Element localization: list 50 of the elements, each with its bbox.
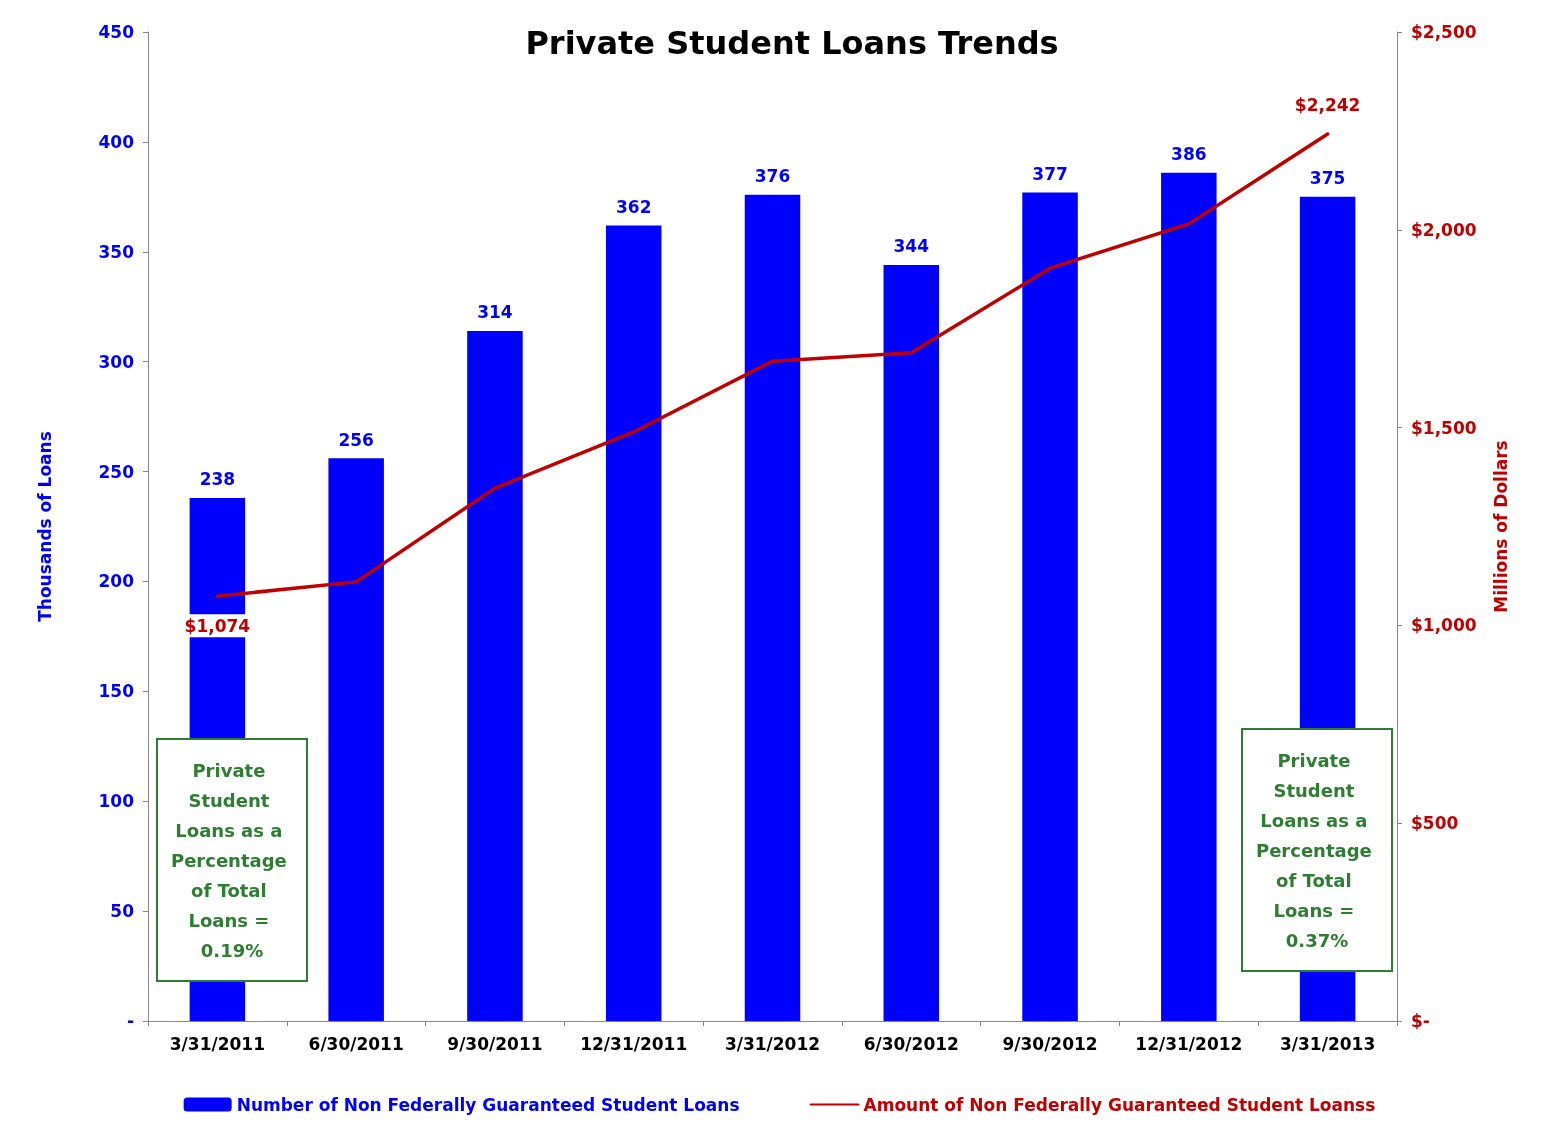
x-tick-label: 9/30/2011 [447, 1033, 543, 1054]
y-tick-label: 250 [98, 461, 135, 482]
y2-tick-label: $2,000 [1411, 219, 1477, 240]
annotation: Private Student Loans as a Percentage of Total Loans = 0.37% [1255, 749, 1379, 951]
y-tick-label: 450 [98, 22, 135, 42]
data-label: 238 [199, 469, 236, 490]
bar [744, 194, 801, 1021]
bar [467, 330, 523, 1021]
x-tick-label: 6/30/2012 [863, 1033, 959, 1054]
y-tick-label: 150 [98, 681, 135, 702]
data-label: 375 [1309, 168, 1346, 189]
y-axis-title: Thousands of Loans [34, 431, 55, 622]
legend-label: Number of Non Federally Guaranteed Student Loans [236, 1094, 740, 1115]
data-label: 376 [754, 166, 791, 187]
data-label: 362 [615, 196, 652, 217]
y-tick-label: - [126, 1011, 134, 1031]
legend-label: Amount of Non Federally Guaranteed Student Loanss [863, 1094, 1376, 1115]
y-tick-label: 400 [98, 131, 135, 152]
bar [328, 458, 384, 1021]
x-tick-label: 3/31/2012 [724, 1033, 821, 1054]
x-tick-label: 3/31/2013 [1280, 1033, 1376, 1054]
y2-tick-label: $- [1411, 1011, 1430, 1031]
bar [1161, 172, 1217, 1021]
data-label: 256 [338, 429, 374, 450]
data-label: 377 [1032, 163, 1068, 184]
data-label: 386 [1171, 144, 1207, 165]
y-tick-label: 350 [98, 241, 135, 262]
bar [1022, 192, 1078, 1021]
y2-tick-label: $1,000 [1411, 615, 1477, 636]
y2-tick-label: $2,500 [1411, 22, 1477, 42]
y2-axis-title: Millions of Dollars [1490, 440, 1511, 613]
y-tick-label: 100 [98, 791, 135, 812]
x-tick-label: 12/31/2011 [580, 1033, 688, 1054]
y2-tick-label: $1,500 [1411, 417, 1477, 438]
x-tick-label: 6/30/2011 [308, 1033, 404, 1054]
y2-tick-label: $500 [1411, 813, 1459, 834]
y-tick-label: 300 [98, 351, 135, 372]
data-label: 314 [477, 302, 513, 323]
data-label: 344 [893, 236, 930, 257]
bar [883, 264, 940, 1021]
bar [605, 225, 662, 1021]
y-tick-label: 200 [98, 571, 135, 592]
chart-title: Private Student Loans Trends [525, 24, 1059, 62]
x-tick-label: 9/30/2012 [1002, 1033, 1098, 1054]
annotation: Private Student Loans as a Percentage of Total Loans = 0.19% [170, 759, 294, 961]
data-label: $2,242 [1294, 94, 1361, 115]
x-tick-label: 3/31/2011 [169, 1033, 265, 1054]
y-tick-label: 50 [110, 901, 135, 922]
data-label: $1,074 [184, 615, 251, 636]
x-tick-label: 12/31/2012 [1135, 1033, 1243, 1054]
